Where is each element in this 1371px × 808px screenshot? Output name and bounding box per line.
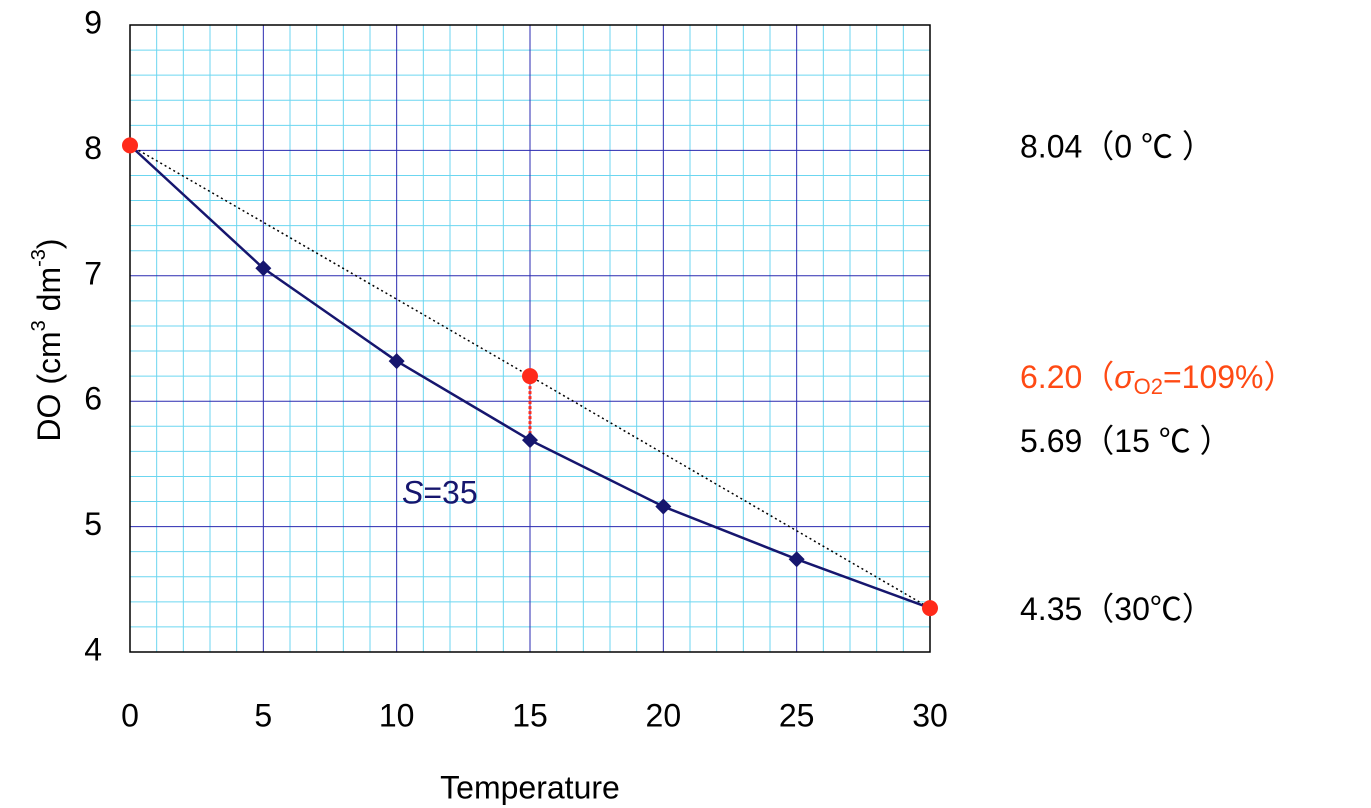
x-tick-label: 0 [121, 697, 139, 733]
annotation: 5.69（15 ℃ ） [1020, 424, 1232, 460]
annotation-part: 8.04（0 ℃ ） [1020, 129, 1214, 165]
annotation-part: σ [1114, 360, 1135, 396]
annotation-part: =35 [423, 475, 477, 511]
annotation: S=35 [402, 475, 478, 511]
y-axis-label-part: ) [31, 238, 67, 249]
plot-frame [129, 24, 931, 653]
annotation: 6.20（σO2=109%） [1020, 360, 1296, 399]
circle-marker [922, 600, 938, 617]
annotation: 8.04（0 ℃ ） [1020, 129, 1214, 165]
x-axis-label: Temperature [440, 769, 620, 805]
annotation-part: S [402, 475, 423, 511]
y-axis-label-part: dm [31, 267, 67, 320]
x-tick-label: 25 [779, 697, 815, 733]
circle-marker [122, 137, 138, 154]
y-tick-label: 9 [84, 4, 102, 40]
annotation-part: 6.20（ [1020, 360, 1114, 396]
y-axis-label: DO (cm3 dm-3) [28, 238, 67, 441]
annotation-part: O2 [1134, 374, 1163, 399]
diamond-marker [388, 353, 405, 370]
annotation-part: 4.35（30℃） [1020, 592, 1214, 628]
y-tick-label: 6 [84, 381, 102, 417]
y-tick-label: 8 [84, 130, 102, 166]
circle-marker [522, 368, 538, 385]
diamond-marker [788, 551, 805, 568]
diamond-marker [655, 498, 672, 515]
x-tick-label: 15 [512, 697, 548, 733]
y-axis-label-part: -3 [28, 249, 50, 267]
y-tick-label: 7 [84, 255, 102, 291]
diamond-marker [522, 432, 538, 449]
x-tick-label: 10 [379, 697, 415, 733]
annotation-part: =109%） [1163, 360, 1296, 396]
diamond-marker [255, 260, 272, 277]
x-tick-label: 5 [254, 697, 272, 733]
x-tick-label: 20 [646, 697, 682, 733]
annotation-part: 5.69（15 ℃ ） [1020, 424, 1232, 460]
annotation: 4.35（30℃） [1020, 592, 1214, 628]
y-axis-label-part: DO (cm [31, 331, 67, 441]
y-tick-label: 4 [84, 631, 102, 667]
y-axis-label-part: 3 [28, 320, 50, 331]
y-tick-label: 5 [84, 506, 102, 542]
x-tick-label: 30 [912, 697, 948, 733]
